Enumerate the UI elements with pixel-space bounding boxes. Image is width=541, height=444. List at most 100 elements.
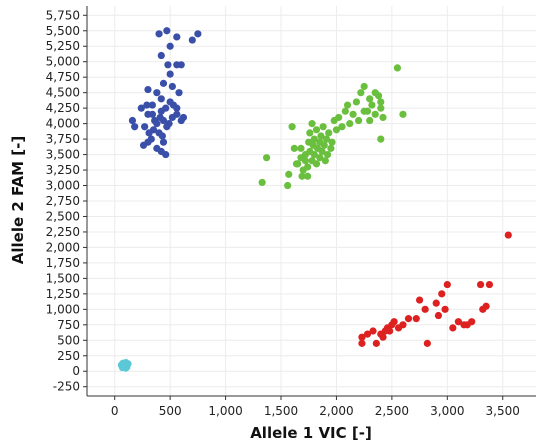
x-axis-ticks: 0 500 1,000 1,500 2,000 2,500 3,000 3,500	[111, 396, 520, 418]
data-point	[404, 315, 413, 323]
data-point	[149, 126, 158, 134]
data-point	[349, 110, 357, 118]
data-point	[371, 110, 379, 118]
data-point	[328, 138, 336, 146]
data-point	[119, 359, 127, 367]
y-tick-label: 2,500	[46, 209, 80, 223]
data-point	[301, 157, 310, 165]
data-point	[366, 95, 374, 103]
data-point	[318, 147, 326, 156]
data-point	[304, 172, 312, 180]
grid-lines	[87, 6, 536, 396]
data-point	[346, 120, 354, 128]
data-point	[292, 160, 301, 168]
data-point	[137, 104, 145, 112]
y-tick-label: 3,250	[46, 163, 80, 177]
data-point	[438, 290, 446, 298]
data-point	[306, 129, 314, 137]
data-point	[164, 61, 172, 69]
data-point	[321, 157, 329, 165]
data-point	[352, 98, 360, 106]
y-axis-title: Allele 2 FAM [-]	[9, 136, 27, 264]
data-point	[368, 101, 376, 109]
y-tick-label: 1,250	[46, 287, 80, 301]
data-point	[163, 27, 171, 35]
data-point	[358, 333, 366, 341]
data-point	[360, 82, 368, 91]
data-point	[317, 132, 325, 140]
data-point	[366, 116, 374, 125]
data-point	[258, 178, 266, 187]
x-tick-label: 2,000	[319, 404, 353, 418]
data-point	[360, 107, 368, 115]
data-point	[194, 30, 202, 38]
x-tick-label: 2,500	[375, 404, 409, 418]
data-point	[310, 150, 318, 159]
data-point	[325, 129, 333, 137]
y-tick-label: 3,000	[46, 179, 80, 193]
data-point	[323, 150, 332, 159]
data-point	[335, 113, 343, 122]
data-point	[412, 315, 420, 323]
data-point	[263, 154, 271, 162]
data-point	[153, 89, 161, 97]
y-tick-label: 5,250	[46, 39, 80, 53]
data-point	[482, 302, 490, 310]
data-point	[179, 113, 188, 122]
data-point	[320, 141, 328, 149]
x-tick-label: 500	[159, 404, 182, 418]
x-tick-label: 1,000	[208, 404, 242, 418]
data-point	[297, 144, 305, 152]
data-point	[177, 61, 185, 69]
data-point	[308, 120, 316, 128]
data-point	[485, 280, 494, 289]
data-point	[156, 113, 164, 122]
data-point	[421, 305, 429, 313]
data-point	[316, 154, 324, 162]
x-tick-label: 3,500	[486, 404, 520, 418]
data-point	[166, 42, 174, 50]
data-point	[343, 101, 352, 109]
y-tick-label: 1,750	[46, 256, 80, 270]
y-tick-label: 2,000	[46, 240, 80, 254]
y-tick-label: 0	[72, 364, 80, 378]
data-point	[386, 327, 394, 335]
y-tick-label: 5,750	[46, 8, 80, 22]
y-tick-label: 250	[57, 349, 80, 363]
x-tick-label: 0	[111, 404, 119, 418]
data-point	[357, 89, 365, 97]
y-tick-label: 1,000	[46, 302, 80, 316]
data-point	[288, 123, 296, 131]
data-point	[159, 79, 168, 87]
data-point	[358, 339, 366, 347]
data-point	[168, 82, 176, 91]
data-point	[148, 101, 157, 109]
data-point	[175, 89, 183, 97]
y-axis-ticks: -25002505007501,0001,2501,5001,7502,0002…	[46, 8, 87, 394]
data-point	[290, 144, 298, 152]
data-point	[454, 318, 462, 326]
data-point	[327, 144, 335, 152]
data-point	[332, 126, 341, 134]
x-tick-label: 1,500	[264, 404, 298, 418]
x-tick-label: 3,000	[430, 404, 464, 418]
data-point	[143, 101, 151, 109]
data-point	[166, 70, 174, 78]
data-point	[298, 172, 306, 180]
data-point	[188, 36, 196, 44]
data-point	[312, 160, 321, 168]
y-tick-label: 2,750	[46, 194, 80, 208]
data-point	[173, 33, 181, 41]
data-point	[377, 104, 385, 112]
data-point	[434, 311, 443, 320]
x-axis-title: Allele 1 VIC [-]	[250, 424, 372, 442]
data-point	[322, 135, 331, 143]
data-point	[285, 170, 293, 178]
data-point	[163, 123, 171, 131]
data-point	[148, 110, 157, 118]
y-tick-label: -250	[53, 380, 80, 394]
y-tick-label: 3,750	[46, 132, 80, 146]
data-point	[441, 305, 449, 313]
y-tick-label: 750	[57, 318, 80, 332]
